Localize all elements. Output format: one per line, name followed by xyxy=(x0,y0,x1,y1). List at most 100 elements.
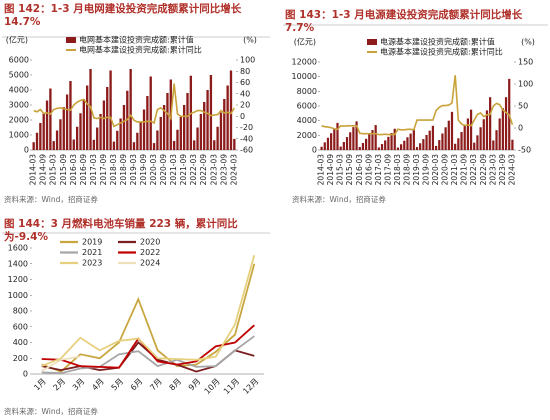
bar xyxy=(479,127,482,150)
y2-axis-label: (%) xyxy=(243,36,257,45)
bar xyxy=(149,76,152,150)
x-tick-label: 4月 xyxy=(90,377,106,393)
x-tick-label: 2014-09 xyxy=(39,154,48,186)
x-tick-label: 2020-09 xyxy=(441,154,450,186)
bar xyxy=(219,112,223,150)
y-tick-label: 600 xyxy=(13,322,28,331)
bar xyxy=(226,85,229,150)
bar xyxy=(136,132,139,150)
line xyxy=(33,83,235,128)
legend-label: 2022 xyxy=(140,248,160,257)
legend-label: 电网基本建设投资完成额:累计同比 xyxy=(79,45,202,55)
y-tick-label: 2000 xyxy=(297,131,317,140)
x-tick-label: 10月 xyxy=(203,377,222,396)
bar xyxy=(35,132,39,150)
x-tick-label: 8月 xyxy=(168,377,184,393)
line xyxy=(41,335,255,375)
bar xyxy=(444,127,447,150)
y-tick-label: 1400 xyxy=(8,259,28,268)
y-axis-label: (亿元) xyxy=(294,37,316,47)
x-tick-label: 2020-03 xyxy=(149,154,158,186)
x-tick-label: 6月 xyxy=(129,377,145,393)
bar xyxy=(342,142,345,150)
y2-tick-label: 0 xyxy=(240,112,245,121)
x-tick-label: 2018-03 xyxy=(109,154,118,186)
chart-title: 图 142：1-3 月电网建设投资完成额累计同比增长 14.7% xyxy=(4,3,242,28)
x-tick-label: 2015-09 xyxy=(59,154,68,186)
bar xyxy=(112,141,116,150)
bar xyxy=(99,114,102,150)
x-tick-label: 2021-03 xyxy=(169,154,178,186)
bar xyxy=(172,141,176,150)
line xyxy=(41,355,81,372)
bar xyxy=(358,146,361,150)
bar xyxy=(320,146,323,150)
x-tick-label: 2021-03 xyxy=(450,154,459,186)
y2-tick-label: 150 xyxy=(518,58,533,67)
bar xyxy=(374,125,377,150)
bar xyxy=(152,143,156,150)
x-tick-label: 2017-03 xyxy=(374,154,383,186)
x-tick-label: 2017-09 xyxy=(383,154,392,186)
bar xyxy=(109,70,112,150)
bar xyxy=(129,69,132,150)
x-tick-label: 2022-09 xyxy=(199,154,208,186)
bar xyxy=(69,81,72,150)
y2-tick-label: 20 xyxy=(240,101,250,110)
bar xyxy=(330,133,333,150)
bar xyxy=(409,133,412,150)
x-tick-label: 2016-03 xyxy=(355,154,364,186)
line xyxy=(321,75,514,136)
y-tick-label: 2000 xyxy=(9,116,29,125)
x-tick-label: 2018-09 xyxy=(403,154,412,186)
bar xyxy=(466,118,469,150)
bar xyxy=(454,143,457,150)
bar xyxy=(460,132,463,150)
x-tick-label: 2014-09 xyxy=(326,154,335,186)
bar xyxy=(75,126,79,150)
x-tick-label: 2014-03 xyxy=(29,154,38,186)
x-tick-label: 2019-09 xyxy=(139,154,148,186)
bar xyxy=(349,132,352,150)
bar xyxy=(415,147,419,150)
bar xyxy=(380,144,384,150)
bar xyxy=(233,138,236,150)
bar xyxy=(162,105,166,150)
x-tick-label: 7月 xyxy=(148,377,164,393)
bar xyxy=(216,126,219,150)
bar xyxy=(65,94,69,150)
y2-tick-label: 100 xyxy=(518,80,533,89)
y-tick-label: 1000 xyxy=(8,291,28,300)
x-tick-label: 12月 xyxy=(241,377,260,396)
x-tick-label: 2024-03 xyxy=(229,154,238,186)
bar xyxy=(102,100,106,150)
y-tick-label: 1200 xyxy=(8,275,28,284)
bar xyxy=(146,96,149,150)
x-tick-label: 2023-09 xyxy=(498,154,507,186)
bar xyxy=(159,117,162,150)
bar xyxy=(119,118,122,150)
bar xyxy=(96,127,99,150)
bar xyxy=(403,140,406,150)
source-note: 资料来源：Wind，招商证券 xyxy=(4,406,98,416)
bar xyxy=(62,107,65,150)
bar xyxy=(333,128,336,150)
y2-tick-label: 50 xyxy=(518,102,528,111)
x-tick-label: 2016-03 xyxy=(69,154,78,186)
bar xyxy=(492,140,495,150)
bar xyxy=(504,97,508,150)
bar xyxy=(106,87,109,150)
y-tick-label: 200 xyxy=(13,354,28,363)
bar xyxy=(473,142,476,150)
bar xyxy=(166,93,169,150)
bar xyxy=(495,130,498,150)
y-tick-label: 0 xyxy=(312,146,317,155)
bar xyxy=(86,85,89,150)
x-tick-label: 5月 xyxy=(110,377,126,393)
legend-label: 2019 xyxy=(82,238,102,247)
bar xyxy=(368,134,371,150)
bar xyxy=(116,130,119,150)
x-tick-label: 2016-09 xyxy=(79,154,88,186)
bar xyxy=(139,121,142,150)
